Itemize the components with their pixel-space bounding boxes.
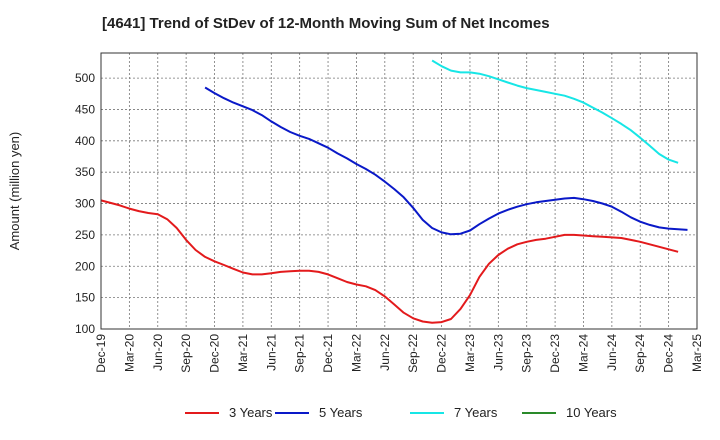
- x-tick-label: Mar-23: [463, 334, 477, 372]
- chart-title: [4641] Trend of StDev of 12-Month Moving…: [102, 15, 550, 32]
- y-tick-label: 200: [75, 259, 95, 273]
- grid-lines: [100, 53, 698, 330]
- x-tick-label: Sep-20: [179, 334, 193, 373]
- legend-label: 5 Years: [319, 405, 363, 420]
- y-tick-label: 450: [75, 102, 95, 116]
- series-lines: [100, 59, 688, 324]
- legend-label: 7 Years: [454, 405, 498, 420]
- legend-label: 3 Years: [229, 405, 273, 420]
- x-tick-label: Jun-22: [378, 334, 392, 371]
- legend-swatch: [275, 411, 309, 414]
- x-tick-label: Dec-24: [662, 334, 676, 373]
- legend-item: 5 Years: [275, 405, 362, 420]
- x-tick-label: Mar-22: [349, 334, 363, 372]
- x-tick-label: Jun-20: [151, 334, 165, 371]
- y-tick-label: 100: [75, 322, 95, 336]
- y-tick-label: 350: [75, 165, 95, 179]
- legend-item: 3 Years: [185, 405, 272, 420]
- x-tick-label: Sep-23: [520, 334, 534, 373]
- legend-label: 10 Years: [566, 405, 617, 420]
- legend-item: 7 Years: [410, 405, 497, 420]
- x-tick-label: Jun-24: [605, 334, 619, 371]
- y-tick-label: 400: [75, 134, 95, 148]
- y-tick-label: 500: [75, 71, 95, 85]
- x-tick-label: Mar-21: [236, 334, 250, 372]
- x-tick-label: Mar-24: [576, 334, 590, 372]
- x-tick-label: Sep-22: [406, 334, 420, 373]
- series-line-5-years: [204, 86, 688, 236]
- legend: 3 Years 5 Years 7 Years 10 Years: [0, 405, 720, 427]
- y-tick-labels: 100 150 200 250 300 350 400 450 500: [75, 71, 95, 336]
- y-axis-label: Amount (million yen): [7, 132, 22, 251]
- legend-swatch: [522, 411, 556, 414]
- x-tick-label: Sep-24: [633, 334, 647, 373]
- y-tick-label: 300: [75, 197, 95, 211]
- y-tick-label: 250: [75, 228, 95, 242]
- x-tick-label: Jun-21: [264, 334, 278, 371]
- x-tick-label: Mar-25: [690, 334, 704, 372]
- legend-item: 10 Years: [522, 405, 617, 420]
- plot-frame: [100, 52, 698, 330]
- x-tick-label: Mar-20: [122, 334, 136, 372]
- y-tick-label: 150: [75, 291, 95, 305]
- x-tick-label: Dec-22: [435, 334, 449, 373]
- x-tick-labels: Dec-19 Mar-20 Jun-20 Sep-20 Dec-20 Mar-21 Jun-…: [94, 334, 704, 373]
- x-tick-label: Jun-23: [491, 334, 505, 371]
- series-line-7-years: [431, 59, 679, 164]
- x-tick-label: Sep-21: [293, 334, 307, 373]
- x-tick-label: Dec-21: [321, 334, 335, 373]
- legend-swatch: [185, 411, 219, 414]
- series-line-3-years: [100, 199, 679, 324]
- legend-swatch: [410, 411, 444, 414]
- x-tick-label: Dec-19: [94, 334, 108, 373]
- x-tick-label: Dec-23: [548, 334, 562, 373]
- x-tick-label: Dec-20: [208, 334, 222, 373]
